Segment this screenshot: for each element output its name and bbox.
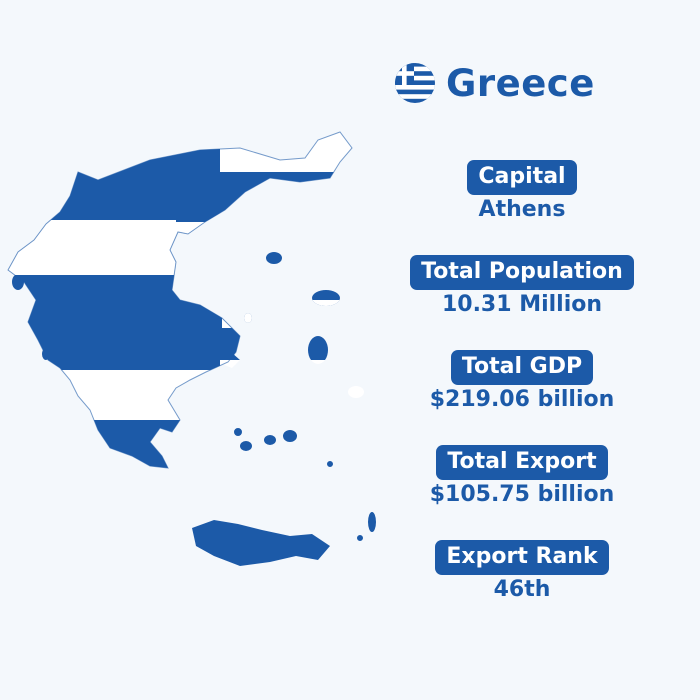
- stat-value: Athens: [478, 197, 566, 223]
- page-title: Greece: [446, 61, 595, 105]
- stat-total-export: Total Export $105.75 billion: [400, 445, 644, 509]
- stat-export-rank: Export Rank 46th: [400, 540, 644, 604]
- stat-label: Total GDP: [450, 350, 594, 386]
- stat-value: 10.31 Million: [441, 292, 603, 318]
- header: Greece: [394, 62, 595, 104]
- greek-flag-icon: [395, 63, 435, 103]
- stat-value: 46th: [493, 577, 551, 603]
- stat-label: Total Population: [410, 255, 634, 291]
- stat-total-gdp: Total GDP $219.06 billion: [400, 350, 644, 414]
- stat-value: $105.75 billion: [429, 482, 615, 508]
- stat-label: Capital: [467, 160, 577, 196]
- stat-value: $219.06 billion: [429, 387, 615, 413]
- stat-label: Export Rank: [435, 540, 609, 576]
- stat-total-population: Total Population 10.31 Million: [400, 255, 644, 319]
- stat-label: Total Export: [436, 445, 608, 481]
- stat-capital: Capital Athens: [400, 160, 644, 224]
- greece-flag-map: [7, 131, 400, 566]
